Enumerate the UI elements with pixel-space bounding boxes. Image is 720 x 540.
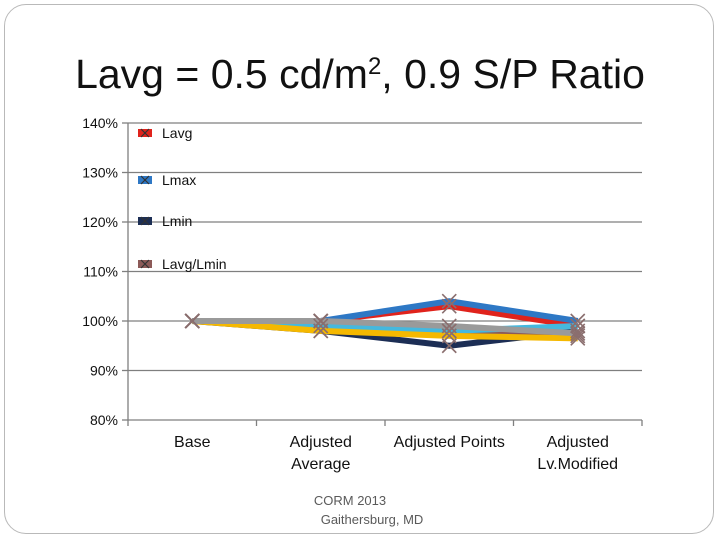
footer-location: Gaithersburg, MD [320, 512, 424, 527]
data-point-marker [570, 323, 586, 339]
y-tick-label: 90% [90, 363, 118, 379]
data-point-marker [441, 323, 457, 339]
y-tick-label: 110% [83, 264, 118, 280]
data-point-marker [441, 298, 457, 314]
slide-frame [4, 4, 714, 534]
legend-marker [140, 216, 150, 226]
x-category-label: Adjusted Average [290, 434, 352, 473]
y-tick-label: 140% [82, 115, 118, 131]
y-tick-label: 100% [82, 313, 118, 329]
footer-conference: CORM 2013 [313, 493, 387, 508]
gridlines [122, 122, 643, 426]
legend-label: Lavg/Lmin [162, 256, 227, 272]
data-point-marker [184, 313, 200, 329]
legend: Lavg Lmax Lmin Lavg/Lmin [138, 125, 227, 272]
y-tick-label: 130% [82, 165, 118, 181]
y-tick-label: 120% [82, 214, 118, 230]
data-point-marker [570, 318, 586, 334]
legend-label: Lmin [162, 213, 192, 229]
data-point-marker [313, 313, 329, 329]
y-tick-label: 80% [90, 412, 118, 428]
legend-marker [140, 175, 150, 185]
y-axis-ticks: 80% 90% 100% 110% 120% 130% 140% [82, 115, 118, 428]
x-axis-categories: Base Adjusted Average Adjusted Points Adjust… [174, 434, 618, 473]
x-category-label: Adjusted Points [394, 434, 505, 451]
x-category-label: Adjusted Lv.Modified [537, 434, 618, 473]
title-superscript: 2 [367, 53, 382, 80]
legend-marker [140, 259, 150, 269]
x-category-label: Base [174, 434, 211, 451]
data-point-marker [570, 330, 586, 346]
legend-label: Lmax [162, 172, 196, 188]
legend-marker [140, 128, 150, 138]
title-main: Lavg = 0.5 cd/m [75, 51, 368, 97]
legend-label: Lavg [162, 125, 192, 141]
data-point-marker [441, 318, 457, 334]
data-point-marker [570, 325, 586, 341]
extra-series-2-line [192, 318, 578, 342]
series-lines [184, 293, 586, 354]
title-rest: , 0.9 S/P Ratio [381, 51, 645, 97]
data-point-marker [441, 293, 457, 309]
extra-series-3-line [192, 318, 578, 337]
slide-title: Lavg = 0.5 cd/m2, 0.9 S/P Ratio [0, 51, 720, 97]
data-point-marker [313, 318, 329, 334]
